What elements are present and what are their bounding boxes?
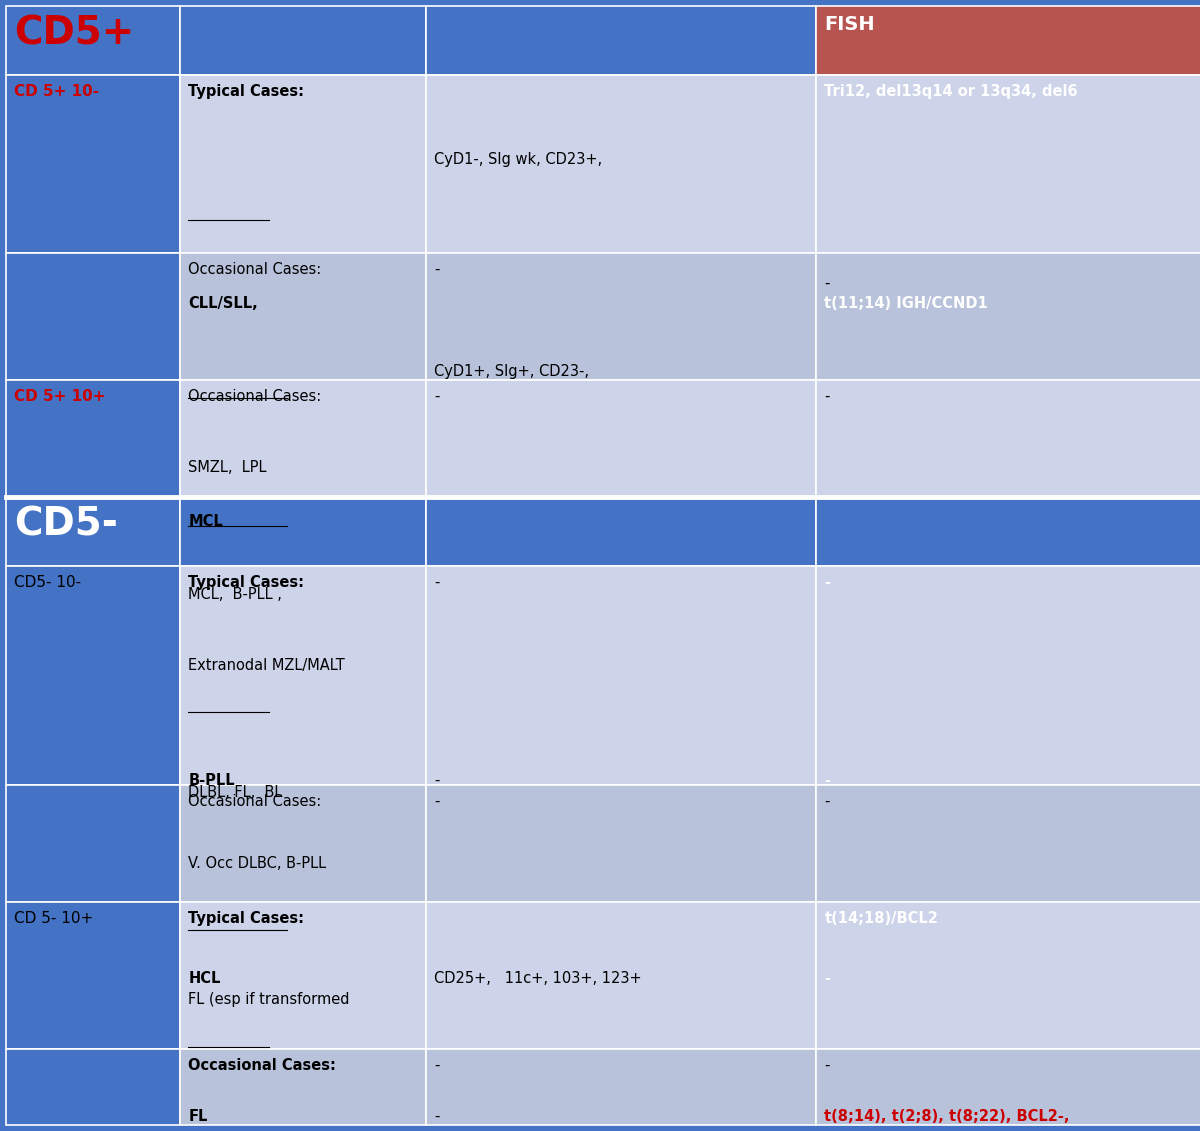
Bar: [426, 1050, 816, 1125]
Text: CLL/SLL,: CLL/SLL,: [188, 295, 258, 311]
Text: Occasional Cases:: Occasional Cases:: [188, 1059, 336, 1073]
Text: -: -: [434, 262, 439, 277]
Text: HCL: HCL: [188, 972, 221, 986]
Text: Typical Cases:: Typical Cases:: [188, 575, 305, 590]
Bar: [6, 566, 180, 785]
Text: SMZL,  LPL: SMZL, LPL: [188, 460, 266, 475]
Text: -: -: [824, 389, 829, 404]
Bar: [180, 6, 426, 75]
Bar: [816, 785, 1200, 901]
Bar: [180, 497, 426, 566]
Bar: [6, 6, 180, 75]
Text: FL: FL: [188, 1108, 208, 1124]
Text: B-PLL: B-PLL: [188, 774, 235, 788]
Bar: [426, 901, 816, 1050]
Bar: [426, 75, 816, 253]
Text: -: -: [434, 1059, 439, 1073]
Bar: [180, 566, 426, 785]
Bar: [426, 380, 816, 497]
Text: t(11;14) IGH/CCND1: t(11;14) IGH/CCND1: [824, 295, 988, 311]
Text: FISH: FISH: [824, 15, 875, 34]
Bar: [6, 497, 180, 566]
Text: -: -: [824, 1059, 829, 1073]
Text: MCL,  B-PLL ,: MCL, B-PLL ,: [188, 587, 282, 602]
Bar: [6, 75, 180, 253]
Bar: [816, 901, 1200, 1050]
Bar: [816, 380, 1200, 497]
Text: CD 5- 10+: CD 5- 10+: [14, 910, 94, 925]
Bar: [816, 1050, 1200, 1125]
Text: t(8;14), t(2;8), t(8;22), BCL2-,: t(8;14), t(2;8), t(8;22), BCL2-,: [824, 1108, 1070, 1124]
Text: V. Occ DLBC, B-PLL: V. Occ DLBC, B-PLL: [188, 856, 326, 871]
Text: -: -: [434, 774, 439, 788]
Text: MCL: MCL: [188, 515, 223, 529]
Bar: [426, 6, 816, 75]
Text: CD 5+ 10+: CD 5+ 10+: [14, 389, 106, 404]
Bar: [6, 380, 180, 497]
Bar: [180, 75, 426, 253]
Text: Extranodal MZL/MALT: Extranodal MZL/MALT: [188, 658, 346, 673]
Text: -: -: [824, 575, 830, 590]
Text: t(14;18)/BCL2: t(14;18)/BCL2: [824, 910, 938, 925]
Text: -: -: [434, 575, 439, 590]
Text: Occasional Cases:: Occasional Cases:: [188, 794, 322, 809]
Bar: [816, 497, 1200, 566]
Text: -: -: [824, 774, 830, 788]
Text: CD25+,   11c+, 103+, 123+: CD25+, 11c+, 103+, 123+: [434, 972, 642, 986]
Bar: [180, 901, 426, 1050]
Text: CyD1+, SIg+, CD23-,: CyD1+, SIg+, CD23-,: [434, 364, 594, 379]
Text: Occasional Cases:: Occasional Cases:: [188, 389, 322, 404]
Text: Occasional Cases:: Occasional Cases:: [188, 262, 322, 277]
Text: FL (esp if transformed: FL (esp if transformed: [188, 992, 350, 1007]
Text: DLBL, FL,  BL: DLBL, FL, BL: [188, 785, 283, 800]
Bar: [426, 253, 816, 380]
Text: -: -: [434, 794, 439, 809]
Bar: [816, 253, 1200, 380]
Bar: [816, 75, 1200, 253]
Bar: [816, 6, 1200, 75]
Text: CD5-: CD5-: [14, 506, 119, 544]
Text: CD 5+ 10-: CD 5+ 10-: [14, 84, 100, 98]
Text: CyD1-, SIg wk, CD23+,: CyD1-, SIg wk, CD23+,: [434, 153, 607, 167]
Bar: [426, 785, 816, 901]
Bar: [180, 253, 426, 380]
Text: -: -: [824, 972, 830, 986]
Text: Tri12, del13q14 or 13q34, del6: Tri12, del13q14 or 13q34, del6: [824, 84, 1078, 98]
Bar: [6, 785, 180, 901]
Bar: [180, 785, 426, 901]
Text: Typical Cases:: Typical Cases:: [188, 84, 305, 98]
Bar: [426, 497, 816, 566]
Bar: [426, 566, 816, 785]
Text: -: -: [434, 1108, 439, 1124]
Text: -: -: [824, 794, 829, 809]
Bar: [6, 1050, 180, 1125]
Bar: [180, 1050, 426, 1125]
Bar: [6, 253, 180, 380]
Text: CD5+: CD5+: [14, 15, 134, 53]
Text: -: -: [434, 389, 439, 404]
Bar: [6, 901, 180, 1050]
Text: Typical Cases:: Typical Cases:: [188, 910, 305, 925]
Text: -: -: [824, 276, 829, 291]
Bar: [816, 566, 1200, 785]
Text: CD5- 10-: CD5- 10-: [14, 575, 82, 590]
Bar: [180, 380, 426, 497]
